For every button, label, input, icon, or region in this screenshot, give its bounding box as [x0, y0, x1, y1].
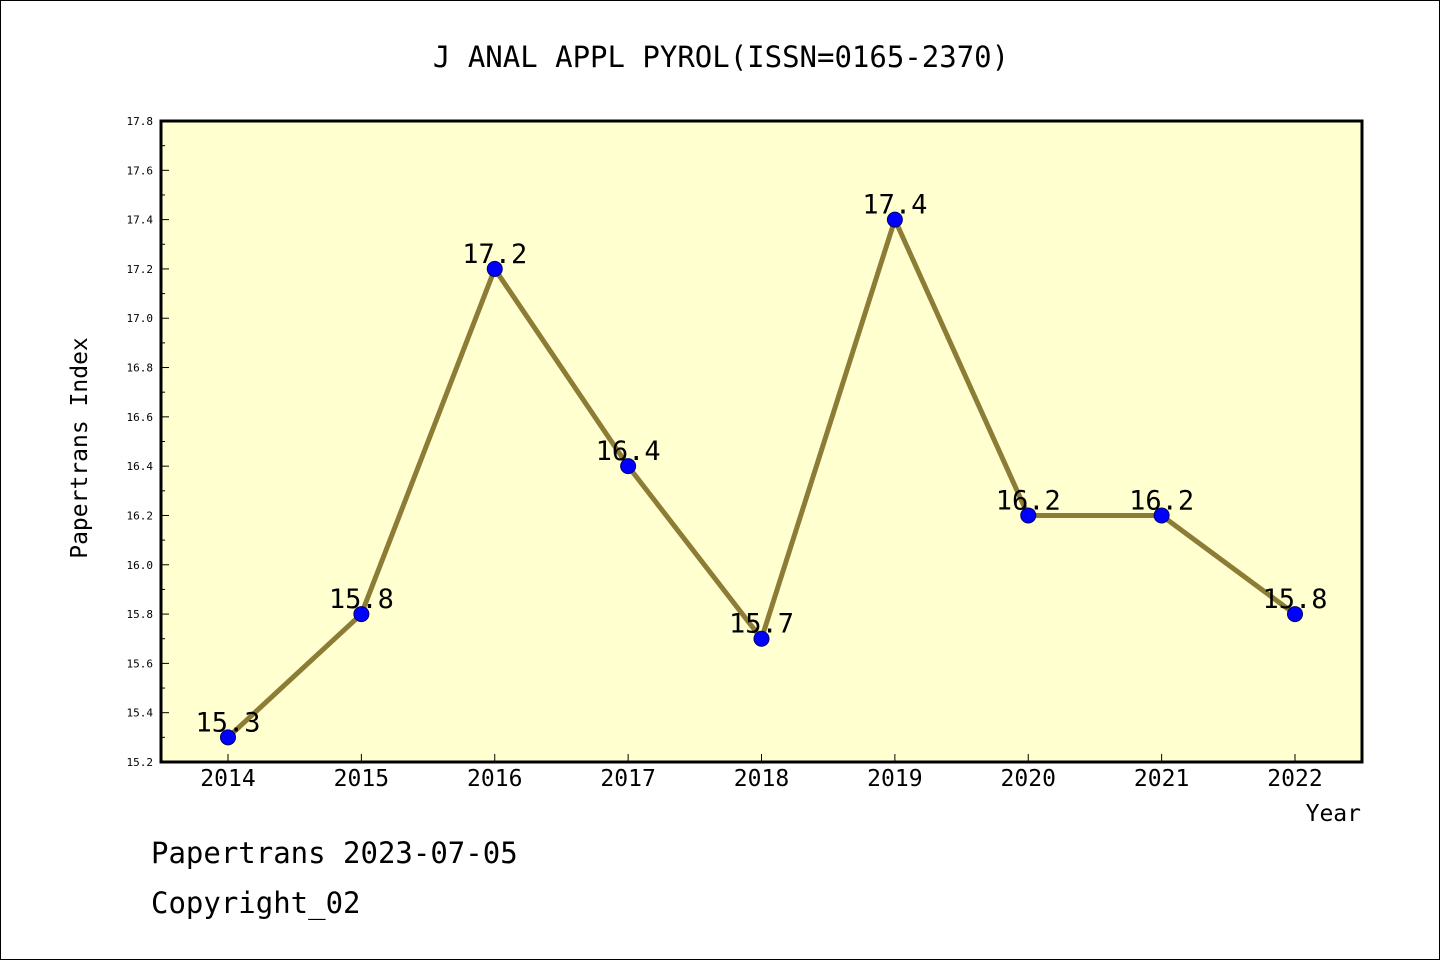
y-tick-label: 17.8: [127, 115, 154, 128]
y-axis-label: Papertrans Index: [67, 337, 93, 559]
x-tick-label: 2015: [334, 766, 389, 792]
data-point: [1153, 507, 1170, 524]
data-label: 15.3: [195, 707, 260, 738]
x-axis: 2014 2015 2016 2017 2018 2019 2020 2021 2022: [200, 754, 1323, 792]
data-labels: 15.3 15.8 17.2 16.4 15.7 17.4 16.2 16.2 15.8: [195, 190, 1327, 739]
y-tick-label: 16.8: [127, 362, 154, 375]
data-point: [353, 606, 370, 623]
y-tick-label: 16.0: [127, 559, 154, 572]
x-tick-label: 2018: [734, 766, 789, 792]
x-tick-label: 2014: [200, 766, 255, 792]
x-tick-label: 2022: [1267, 766, 1322, 792]
data-point: [486, 260, 503, 277]
y-tick-label: 17.4: [127, 214, 154, 227]
y-tick-label: 15.6: [127, 657, 154, 670]
data-label: 15.8: [329, 584, 394, 615]
data-label: 16.4: [596, 436, 661, 467]
y-tick-label: 16.4: [127, 460, 154, 473]
x-tick-label: 2020: [1001, 766, 1056, 792]
x-tick-label: 2017: [600, 766, 655, 792]
data-label: 17.4: [862, 190, 927, 221]
y-tick-label: 17.6: [127, 164, 154, 177]
x-tick-label: 2019: [867, 766, 922, 792]
y-tick-label: 15.4: [127, 707, 154, 720]
y-tick-label: 17.0: [127, 312, 154, 325]
data-label: 15.8: [1262, 584, 1327, 615]
data-point: [1287, 606, 1303, 623]
data-point: [886, 211, 903, 228]
y-tick-label: 17.2: [127, 263, 154, 276]
x-tick-label: 2016: [467, 766, 522, 792]
data-label: 16.2: [996, 485, 1061, 516]
data-point: [620, 458, 637, 475]
data-label: 17.2: [462, 239, 527, 270]
y-tick-label: 15.8: [127, 608, 154, 621]
source-date: Papertrans 2023-07-05: [151, 836, 518, 870]
data-point: [753, 630, 770, 647]
y-tick-label: 15.2: [127, 756, 154, 769]
x-axis-label: Year: [1306, 801, 1361, 827]
data-point: [1020, 507, 1037, 524]
y-tick-label: 16.6: [127, 411, 154, 424]
data-point: [220, 729, 236, 746]
data-label: 16.2: [1129, 485, 1194, 516]
y-tick-label: 16.2: [127, 509, 154, 522]
chart-title: J ANAL APPL PYROL(ISSN=0165-2370): [433, 40, 1009, 74]
series: [220, 211, 1303, 746]
copyright: Copyright_02: [151, 886, 361, 920]
x-tick-label: 2021: [1134, 766, 1189, 792]
plot-area: [159, 119, 1364, 764]
data-label: 15.7: [729, 609, 794, 640]
y-axis: 15.2 15.4 15.6 15.8 16.0 16.2 16.4 16.6 16.8 17.0…: [127, 115, 169, 769]
